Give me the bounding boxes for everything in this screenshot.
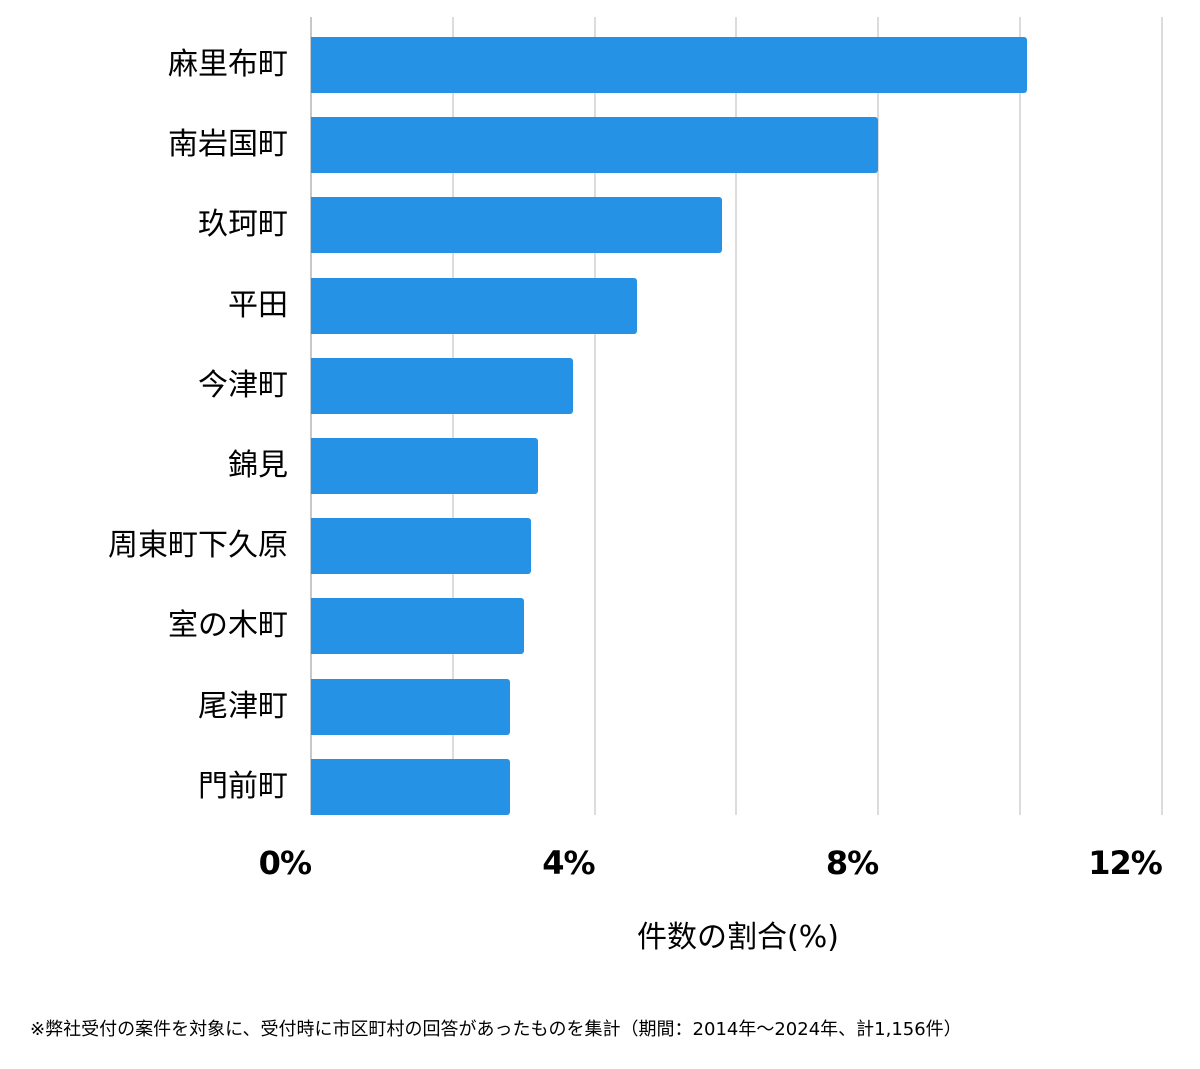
footnote: ※弊社受付の案件を対象に、受付時に市区町村の回答があったものを集計（期間：201…	[30, 1019, 962, 1040]
gridline	[451, 17, 454, 815]
gridline	[1160, 17, 1163, 815]
category-label: 南岩国町	[168, 127, 288, 163]
bar	[311, 678, 510, 735]
category-label: 玖珂町	[198, 207, 288, 243]
gridline	[593, 17, 596, 815]
gridline	[877, 17, 880, 815]
x-tick-label: 8%	[825, 844, 879, 882]
category-label: 平田	[228, 287, 288, 323]
category-label: 麻里布町	[168, 47, 288, 82]
bar	[311, 598, 524, 655]
bar	[311, 758, 510, 815]
x-tick-label: 12%	[1088, 844, 1163, 882]
category-label: 門前町	[198, 768, 288, 804]
bar	[311, 37, 1028, 93]
bar	[311, 518, 531, 575]
gridline	[735, 17, 738, 815]
x-tick-label: 0%	[258, 844, 312, 882]
bar	[311, 438, 538, 494]
bar	[311, 117, 879, 174]
x-axis-title: 件数の割合(%)	[637, 920, 839, 955]
bar	[311, 197, 723, 254]
category-label: 今津町	[198, 367, 288, 403]
bar	[311, 357, 574, 414]
category-label: 尾津町	[198, 688, 288, 724]
y-axis-line	[310, 17, 312, 815]
category-label: 室の木町	[168, 608, 288, 644]
x-tick-label: 4%	[542, 844, 595, 882]
gridline	[1019, 17, 1021, 815]
bar	[311, 277, 638, 334]
category-label: 周東町下久原	[108, 528, 288, 564]
category-label: 錦見	[228, 448, 288, 483]
